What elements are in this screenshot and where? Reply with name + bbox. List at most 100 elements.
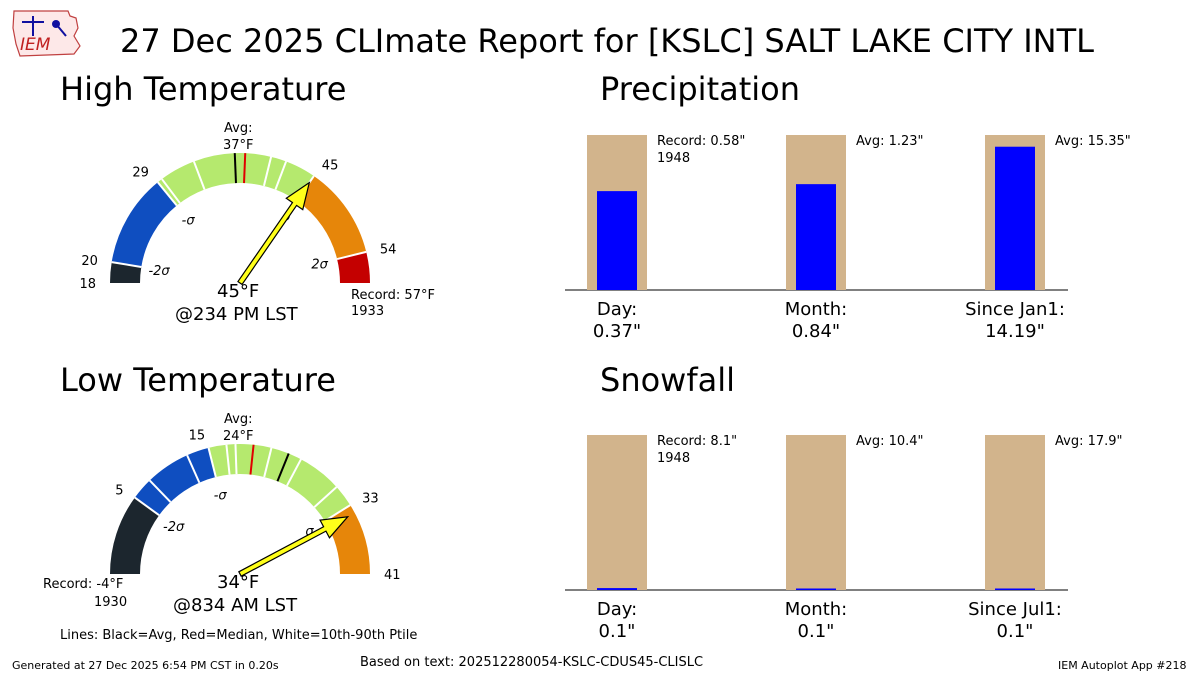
gauge-band-pos_2sigma [337,251,370,283]
gauge-sigma-label: -2σ [163,520,185,535]
gauge-band-divider [336,250,367,261]
precip-title: Precipitation [600,70,801,108]
gauge-band-normal [208,443,351,522]
category-value: 0.37" [593,321,641,342]
category-label: Since Jan1: [965,299,1065,320]
high-observed-value: 45°F [217,281,260,302]
category-value: 0.1" [798,621,835,642]
high-record-year: 1933 [351,304,385,319]
low-temp-gauge: 5 15 33 41 -2σ -σ σ [110,428,401,583]
gauge-sigma-label: -2σ [148,264,170,279]
gauge-band-divider [157,181,178,207]
category-value: 0.84" [792,321,840,342]
gauge-tick-label: 45 [322,158,339,173]
gauge-tick-label: 29 [132,165,149,180]
gauge-percentile-line [274,161,288,190]
snow-title: Snowfall [600,361,735,399]
high-record: Record: 57°F [351,288,435,303]
gauge-percentile-line [161,178,181,204]
gauge-band-neg_2sigma [110,497,160,574]
gauge-percentile-line [192,161,206,190]
reference-label: Record: 8.1" [657,434,737,449]
gauge-percentile-line [263,447,273,478]
gauge-band-neg_sigma [134,447,216,516]
gauge-tick-label: 33 [362,492,379,507]
category-label: Since Jul1: [968,599,1062,620]
footer-generated: Generated at 27 Dec 2025 6:54 PM CST in … [12,659,279,672]
gauge-tick-label: 15 [189,428,206,443]
gauge-sigma-label: 2σ [311,257,328,272]
observed-bar [597,588,637,590]
high-avg-label: Avg: [224,121,253,136]
reference-label: Avg: 1.23" [856,134,924,149]
reference-bar [985,435,1045,590]
gauge-avg-line [276,453,290,482]
gauge-percentile-line [313,486,338,508]
gauge-avg-line [233,153,237,184]
reference-label: Avg: 17.9" [1055,434,1123,449]
gauge-percentile-line [262,156,273,187]
low-temp-title: Low Temperature [60,361,336,399]
gauge-band-pos_sigma [296,176,367,260]
gauge-band-divider [111,261,142,268]
reference-year: 1948 [657,151,690,166]
gauge-band-divider [207,447,217,478]
gauge-percentile-line [234,444,238,475]
gauge-tick-label: 5 [115,483,123,498]
gauge-median-line [249,444,255,475]
gauge-sigma-label: σ [305,525,314,540]
low-record-year: 1930 [94,595,128,610]
gauge-tick-label: 41 [384,568,401,583]
footer-app: IEM Autoplot App #218 [1058,659,1187,672]
observed-bar [597,191,637,290]
high-observed-time: @234 PM LST [175,304,298,325]
logo-text: IEM [20,35,51,55]
category-label: Month: [785,299,847,320]
reference-bar [587,435,647,590]
low-avg-value: 24°F [223,429,254,444]
precip-chart: Record: 0.58" 1948 Day:0.37" Avg: 1.23" Mont… [565,134,1131,342]
gauge-observed-arrow [238,515,350,578]
gauge-median-line [243,153,247,184]
low-record: Record: -4°F [43,577,124,592]
category-value: 0.1" [599,621,636,642]
gauge-percentile-line [286,458,302,487]
gauge-percentile-line [186,454,201,484]
iem-logo: IEM [12,10,81,57]
observed-bar [796,588,836,590]
gauge-percentile-line [148,479,172,503]
reference-label: Avg: 15.35" [1055,134,1131,149]
gauge-band-divider [324,504,351,522]
reference-year: 1948 [657,451,690,466]
category-label: Month: [785,599,847,620]
high-avg-value: 37°F [223,138,254,153]
gauge-sigma-label: -σ [182,213,196,228]
gauge-tick-label: 54 [380,243,397,258]
gauge-sigma-label: -σ [214,488,228,503]
high-temp-title: High Temperature [60,70,347,108]
gauge-band-neg_2sigma [110,262,142,283]
page-title: 27 Dec 2025 CLImate Report for [KSLC] SA… [120,22,1094,60]
category-value: 14.19" [985,321,1045,342]
footer-based-on: Based on text: 202512280054-KSLC-CDUS45-… [360,655,704,670]
reference-label: Record: 0.58" [657,134,745,149]
legend-note: Lines: Black=Avg, Red=Median, White=10th… [60,628,418,643]
observed-bar [995,146,1035,290]
gauge-tick-label: 20 [81,254,98,269]
gauge-band-divider [134,496,160,517]
reference-bar [786,435,846,590]
observed-bar [995,588,1035,590]
low-avg-label: Avg: [224,412,253,427]
category-label: Day: [597,599,637,620]
low-observed-value: 34°F [217,572,260,593]
low-observed-time: @834 AM LST [173,595,298,616]
gauge-observed-arrow [237,181,311,286]
gauge-percentile-line [225,444,231,475]
observed-bar [796,184,836,290]
gauge-band-neg_sigma [111,182,177,267]
gauge-tick-label: 18 [79,277,96,292]
category-value: 0.1" [997,621,1034,642]
reference-label: Avg: 10.4" [856,434,924,449]
